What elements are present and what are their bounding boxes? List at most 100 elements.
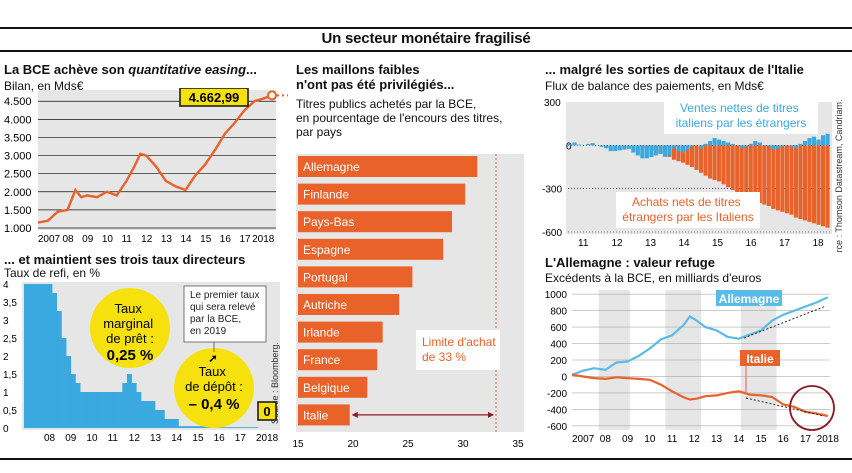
italie-bar-achats: [735, 145, 740, 193]
taux-y-tick: 0: [3, 424, 9, 435]
taux-marginal-label: Taux marginal de prêt :: [103, 301, 156, 346]
taux-bar: [61, 338, 67, 428]
taux-end-value-box: [257, 401, 277, 421]
taux-bar: [229, 427, 235, 428]
titres-achetes-chart: Allemagne Finlande Pays-Bas Espagne Portugal…: [292, 154, 524, 450]
italie-bar-achats: [680, 145, 686, 163]
italie-bar-achats: [689, 145, 695, 167]
target2-y-tick: 200: [550, 356, 567, 367]
taux-depot-bubble: [174, 348, 254, 428]
italie-label: Italie: [746, 352, 774, 366]
taux-x-tick: 10: [86, 433, 98, 442]
bce-y-tick: 2.500: [4, 169, 32, 181]
italie-x-tick: 16: [746, 238, 758, 249]
maillons-bar-label: France: [303, 353, 341, 367]
taux-bar: [112, 392, 118, 428]
maillons-bar: [298, 404, 350, 426]
italie-y-axis: 300 0 -300 -600: [542, 98, 830, 239]
taux-callout-line4: en 2019: [190, 326, 227, 337]
italie-source: Source : Thomson Datastream, Candriam.: [834, 100, 844, 252]
italie-bar-ventes: [744, 145, 749, 147]
taux-x-tick: 17: [235, 433, 247, 442]
bce-y-tick: 1.500: [4, 205, 32, 217]
maillons-subtitle: Titres publics achetés par la BCE, en po…: [296, 97, 502, 139]
italie-bar-achats: [784, 145, 789, 214]
maillons-bar-label: Pays-Bas: [303, 215, 354, 229]
bce-y-tick: 1.000: [4, 223, 32, 235]
taux-bar: [131, 383, 137, 428]
allemagne-line: [571, 296, 829, 376]
target2-gridlines: [572, 293, 830, 427]
italie-x-tick: 11: [578, 238, 589, 249]
maillons-bar-label: Finlande: [303, 188, 349, 202]
italie-bar-achats: [699, 145, 704, 173]
taux-marginal-line3: de prêt :: [106, 331, 154, 346]
allemagne-chart-title: L'Allemagne : valeur refuge: [545, 255, 715, 270]
italie-bar-achats: [726, 145, 731, 188]
maillons-limit-label: Limite d'achat de 33 %: [422, 335, 499, 364]
maillons-bar-label: Irlande: [303, 326, 340, 340]
maillons-x-tick: 30: [457, 439, 469, 450]
bce-title-emphasis: quantitative easing: [128, 62, 247, 77]
bce-x-axis: 2007 08 09 10 11 12 13 14 15 16 17 2018: [38, 234, 275, 245]
italie-bar-ventes: [586, 143, 591, 146]
taux-bar: [234, 427, 240, 428]
bce-x-tick: 2018: [252, 234, 275, 245]
target2-x-tick: 2007: [572, 434, 595, 445]
italie-y-tick: 0: [566, 141, 572, 152]
maillons-bar-label: Autriche: [303, 298, 347, 312]
taux-depot-label: Taux de dépôt :: [185, 364, 243, 394]
bce-x-tick: 12: [141, 234, 153, 245]
italie-bar-ventes: [631, 145, 636, 153]
italie-bar-achats: [685, 145, 690, 165]
taux-x-tick: 15: [192, 433, 204, 442]
italie-bar-achats: [825, 145, 830, 228]
taux-x-tick: 11: [108, 433, 119, 442]
taux-y-tick: 2,5: [3, 334, 17, 345]
taux-y-tick: 0,5: [3, 406, 17, 417]
italie-bar-achats: [703, 145, 708, 176]
italie-bar-ventes: [689, 145, 695, 147]
taux-bar: [243, 427, 249, 428]
maillons-bar-label: Belgique: [303, 381, 350, 395]
italie-y-tick: -300: [542, 185, 562, 196]
target2-x-tick: 12: [689, 434, 701, 445]
italie-bar-achats: [802, 145, 808, 221]
taux-marginal-line2: marginal: [103, 316, 153, 331]
italie-bar-ventes: [703, 143, 708, 146]
italie-bar-ventes: [820, 135, 826, 146]
italie-bar-ventes: [613, 145, 618, 152]
maillons-x-tick: 25: [402, 439, 414, 450]
bce-chart-subtitle: Bilan, en Mds€: [4, 79, 84, 93]
italie-bar-ventes: [775, 145, 780, 149]
italie-x-tick: 17: [779, 238, 791, 249]
italie-bar-ventes: [708, 141, 713, 146]
italie-bar-achats: [717, 145, 722, 182]
italie-bar-achats: [798, 145, 803, 219]
taux-bar: [103, 392, 109, 428]
maillons-subtitle-line1: Titres publics achetés par la BCE,: [296, 97, 477, 111]
italie-bar-achats: [671, 145, 677, 160]
bce-value-box: [179, 88, 249, 107]
taux-bar: [42, 284, 48, 428]
italie-bar-ventes: [590, 143, 595, 146]
taux-bar: [220, 427, 226, 428]
italie-bar-ventes: [771, 145, 776, 150]
taux-bars: [24, 284, 259, 428]
bce-x-tick: 11: [121, 234, 132, 245]
target2-x-tick: 2018: [817, 434, 840, 445]
target2-x-tick: 16: [778, 434, 790, 445]
taux-bar: [159, 410, 165, 428]
italie-y-tick: -600: [542, 228, 562, 239]
maillons-x-tick: 20: [347, 439, 359, 450]
taux-end-value: 0: [263, 404, 270, 419]
italie-top-label-bg: [664, 98, 818, 134]
italie-highlight-circle: [789, 385, 835, 431]
taux-x-tick: 13: [150, 433, 162, 442]
maillons-limit-line2: de 33 %: [422, 350, 466, 364]
taux-marginal-bubble: [90, 288, 170, 368]
italie-bar-ventes: [699, 145, 704, 149]
target2-y-tick: 600: [550, 323, 567, 334]
taux-bar: [28, 284, 34, 428]
taux-chart-subtitle: Taux de refi, en %: [4, 266, 101, 280]
